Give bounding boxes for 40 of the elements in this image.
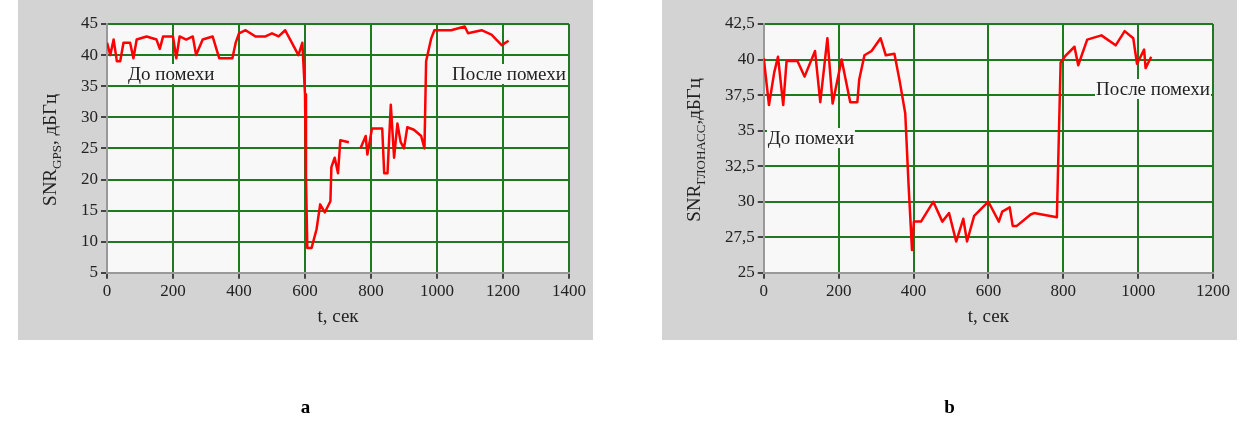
x-tick-label: 400 <box>226 281 252 301</box>
y-tick-label: 30 <box>737 191 755 211</box>
y-tick-label: 5 <box>89 262 98 282</box>
y-tick-label: 35 <box>737 120 755 140</box>
x-axis-title: t, сек <box>317 304 360 326</box>
x-tick-label: 1400 <box>552 281 586 301</box>
x-tick-label: 0 <box>102 281 112 301</box>
y-tick-label: 15 <box>81 200 98 220</box>
annotation: После помехи <box>1095 77 1211 99</box>
y-tick-label: 42,5 <box>725 13 755 33</box>
x-tick-label: 600 <box>975 281 1002 301</box>
y-tick-label: 32,5 <box>725 155 755 175</box>
x-tick-label: 200 <box>825 281 852 301</box>
x-tick-label: 800 <box>358 281 384 301</box>
y-tick-label: 37,5 <box>725 84 755 104</box>
y-tick-label: 45 <box>81 13 98 33</box>
x-tick-label: 600 <box>292 281 318 301</box>
text: a <box>299 396 312 418</box>
y-tick-label: 27,5 <box>725 226 755 246</box>
y-tick-label: 25 <box>81 137 98 157</box>
x-tick-label: 1000 <box>1121 281 1156 301</box>
y-tick-label: 40 <box>737 49 755 69</box>
x-tick-label: 1200 <box>1196 281 1230 301</box>
text: b <box>943 396 956 418</box>
y-tick-label: 20 <box>81 168 98 188</box>
y-tick-label: 10 <box>81 231 98 251</box>
y-tick-label: 40 <box>81 44 98 64</box>
x-tick-label: 0 <box>759 281 768 301</box>
x-axis-title: t, сек <box>967 304 1010 326</box>
y-tick-label: 25 <box>737 262 755 282</box>
annotation: После помехи <box>451 62 567 84</box>
x-tick-label: 200 <box>160 281 186 301</box>
y-tick-label: 35 <box>81 75 98 95</box>
y-tick-label: 30 <box>81 106 98 126</box>
x-tick-label: 1000 <box>420 281 454 301</box>
annotation: До помехи <box>127 62 216 84</box>
x-tick-label: 400 <box>900 281 927 301</box>
x-tick-label: 800 <box>1050 281 1076 301</box>
annotation: До помехи <box>766 127 856 149</box>
x-tick-label: 1200 <box>486 281 520 301</box>
